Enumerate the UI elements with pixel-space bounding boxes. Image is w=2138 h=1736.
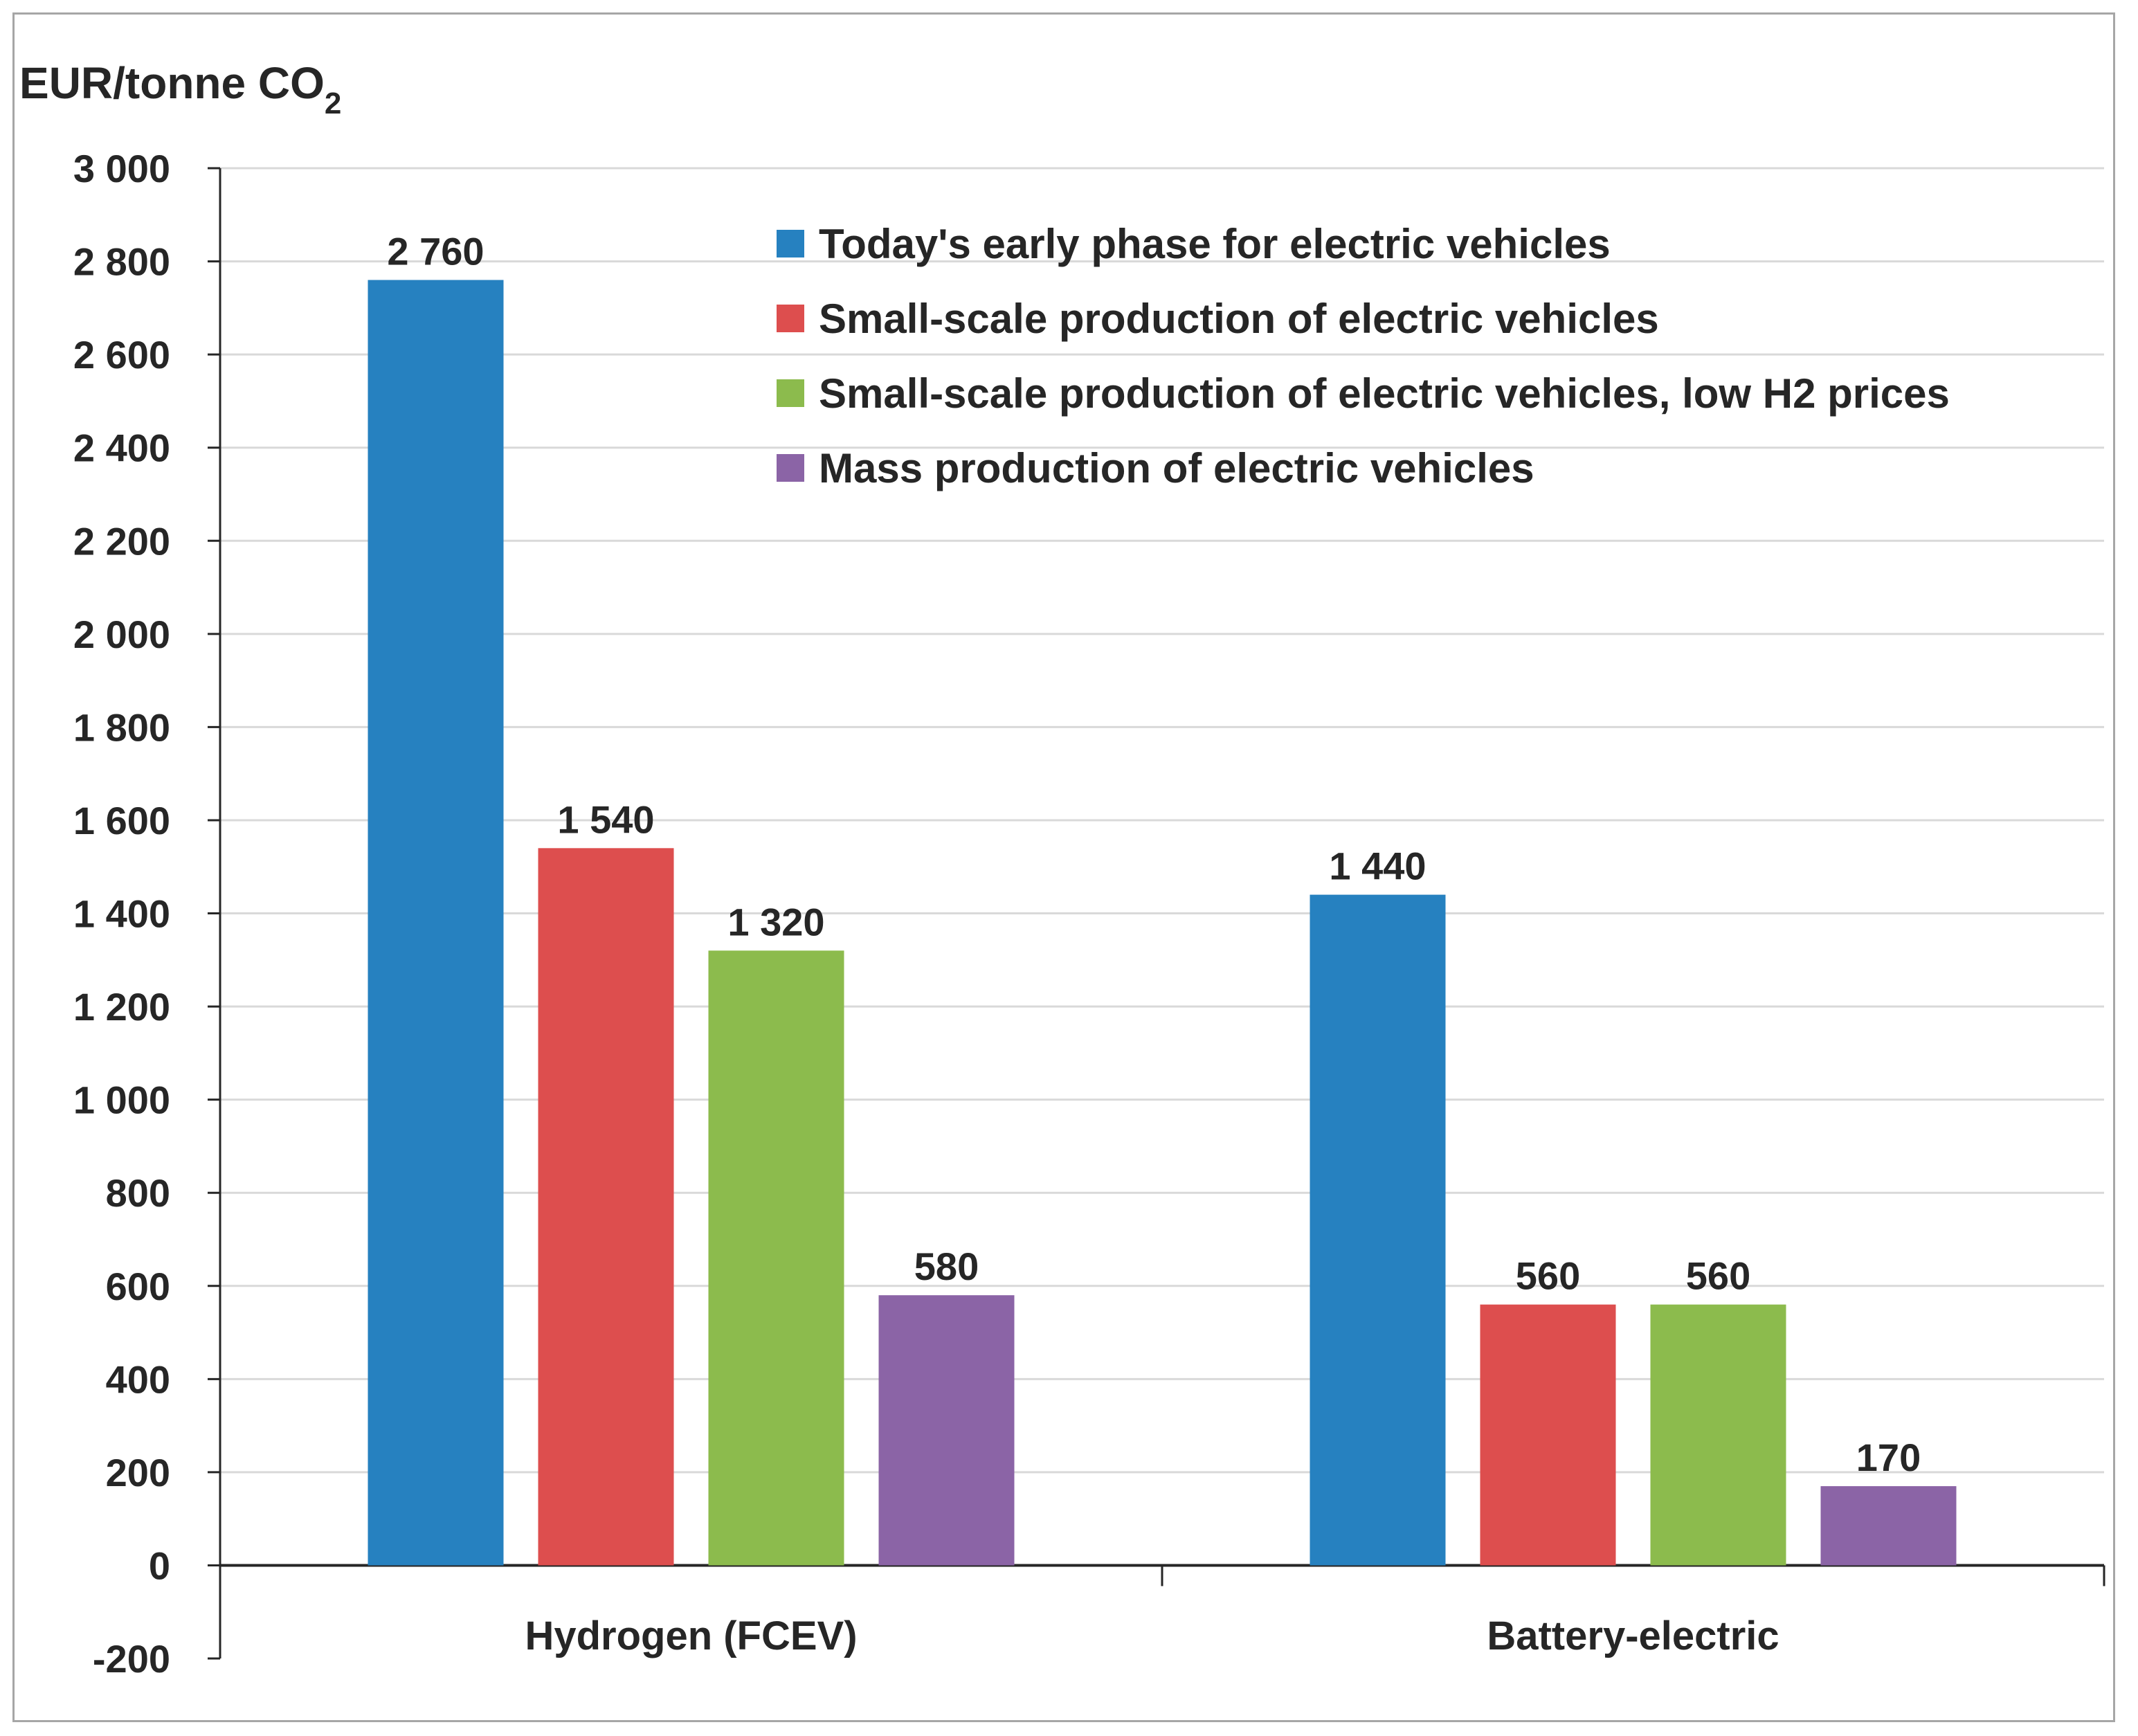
- bars: [368, 280, 1957, 1566]
- legend-label: Small-scale production of electric vehic…: [819, 370, 1950, 417]
- y-tick-label: 200: [106, 1451, 170, 1494]
- bar: [368, 280, 504, 1566]
- y-tick-label: 1 600: [73, 799, 170, 842]
- legend-swatch: [777, 305, 804, 332]
- category-labels: Hydrogen (FCEV) Battery-electric: [525, 1613, 1779, 1658]
- y-tick-label: 0: [149, 1544, 170, 1587]
- y-axis-ticks: 3 000 2 800 2 600 2 400 2 200 2 000 1 800 1 600…: [73, 147, 170, 1681]
- category-label: Battery-electric: [1487, 1613, 1779, 1658]
- data-label: 580: [914, 1245, 979, 1288]
- y-tick-label: 1 000: [73, 1078, 170, 1122]
- y-axis-title: EUR/tonne CO2: [19, 58, 341, 120]
- bar: [1650, 1304, 1786, 1566]
- data-label: 170: [1856, 1436, 1921, 1479]
- y-tick-label: 1 400: [73, 892, 170, 936]
- data-labels: 2 760 1 540 1 320 580 1 440 560 560 170: [387, 229, 1921, 1479]
- data-label: 560: [1516, 1254, 1580, 1298]
- bar: [1820, 1486, 1957, 1566]
- y-tick-label: 1 800: [73, 705, 170, 749]
- legend-label: Mass production of electric vehicles: [819, 445, 1534, 491]
- y-tick-label: 2 600: [73, 333, 170, 377]
- data-label: 1 440: [1329, 844, 1426, 888]
- bar: [538, 848, 674, 1566]
- legend-label: Today's early phase for electric vehicle…: [819, 221, 1611, 267]
- bar: [878, 1295, 1015, 1566]
- y-tick-label: 1 200: [73, 985, 170, 1029]
- bar: [1480, 1304, 1616, 1566]
- category-label: Hydrogen (FCEV): [525, 1613, 857, 1658]
- data-label: 1 540: [557, 797, 654, 841]
- y-tick-label: 2 800: [73, 240, 170, 284]
- y-tick-label: 2 000: [73, 613, 170, 656]
- bar: [708, 950, 844, 1566]
- y-tick-label: 600: [106, 1265, 170, 1308]
- data-label: 560: [1686, 1254, 1750, 1298]
- legend: Today's early phase for electric vehicle…: [777, 221, 1950, 491]
- axes: [208, 167, 2105, 1660]
- bar: [1310, 894, 1446, 1566]
- y-tick-label: 400: [106, 1357, 170, 1401]
- gridlines: [220, 167, 2104, 1474]
- y-tick-label: 800: [106, 1171, 170, 1215]
- data-label: 1 320: [727, 900, 824, 943]
- data-label: 2 760: [387, 229, 484, 273]
- legend-swatch: [777, 230, 804, 257]
- y-tick-label: 2 200: [73, 519, 170, 563]
- y-tick-label: 3 000: [73, 147, 170, 190]
- y-tick-label: -200: [93, 1637, 170, 1681]
- legend-swatch: [777, 454, 804, 482]
- y-tick-label: 2 400: [73, 426, 170, 470]
- legend-swatch: [777, 379, 804, 407]
- legend-label: Small-scale production of electric vehic…: [819, 296, 1659, 342]
